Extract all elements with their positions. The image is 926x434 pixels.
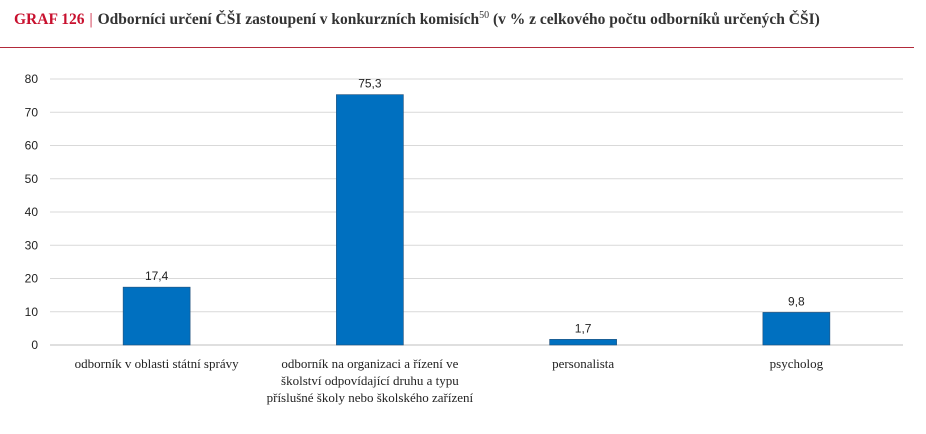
x-category-label: odborník na organizaci a řízení ve škols…: [266, 356, 474, 405]
y-tick-label: 10: [25, 305, 39, 319]
x-category-label: personalista: [552, 356, 615, 371]
title-suffix: (v % z celkového počtu odborníků určenýc…: [489, 11, 820, 29]
bar-value-label: 17,4: [145, 269, 169, 283]
title-text: Odborníci určení ČŠI zastoupení v konkur…: [97, 10, 820, 29]
y-tick-label: 50: [25, 172, 39, 186]
title-main: Odborníci určení ČŠI zastoupení v konkur…: [97, 11, 480, 29]
x-category-label: odborník v oblasti státní správy: [74, 356, 239, 371]
y-tick-label: 40: [25, 205, 39, 219]
header-rule: [0, 47, 914, 48]
x-category-label: psycholog: [769, 356, 824, 371]
bar-value-label: 75,3: [358, 77, 382, 91]
bar: [122, 286, 191, 346]
chart-header: GRAF 126 | Odborníci určení ČŠI zastoupení…: [14, 6, 914, 30]
title-footnote: 50: [479, 10, 490, 21]
bar: [549, 339, 617, 346]
graf-label: GRAF 126: [14, 11, 85, 29]
y-tick-label: 0: [31, 338, 38, 352]
chart-title: GRAF 126 | Odborníci určení ČŠI zastoupení…: [14, 6, 914, 30]
bar: [762, 312, 831, 346]
y-tick-label: 30: [25, 238, 39, 252]
y-tick-label: 80: [25, 72, 39, 86]
bar: [336, 94, 404, 346]
y-tick-label: 60: [25, 139, 39, 153]
y-tick-label: 20: [25, 272, 39, 286]
y-tick-label: 70: [25, 105, 39, 119]
bar-value-label: 9,8: [788, 294, 805, 308]
bar-value-label: 1,7: [575, 321, 592, 335]
title-separator: |: [89, 11, 93, 29]
